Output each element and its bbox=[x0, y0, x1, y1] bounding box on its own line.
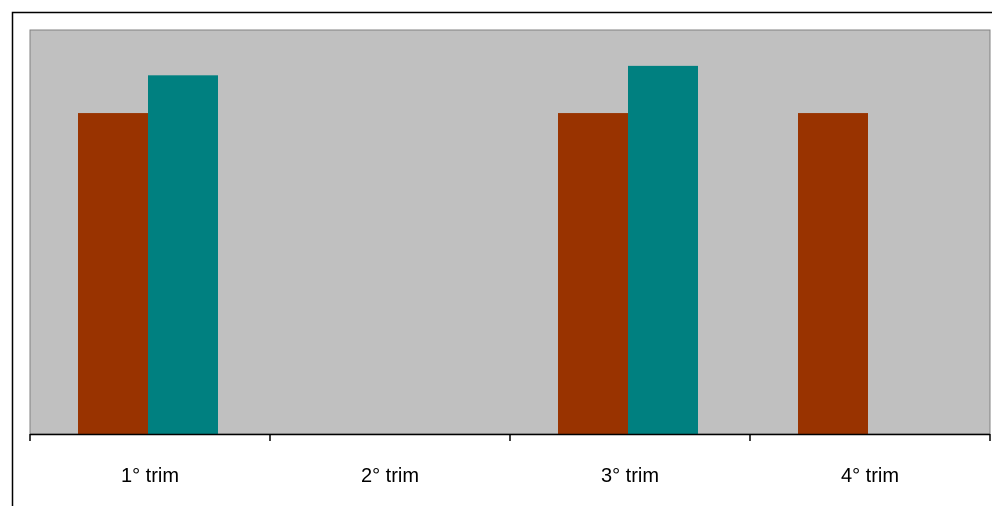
x-tick-label: 4° trim bbox=[841, 465, 899, 487]
bars-layer bbox=[78, 65, 868, 435]
bar-series-1-category-3 bbox=[558, 113, 628, 434]
bar-series-1-category-4 bbox=[798, 113, 868, 434]
x-tick-label: 2° trim bbox=[361, 465, 419, 487]
x-ticks-layer bbox=[29, 434, 991, 441]
bar-series-2-category-3 bbox=[628, 65, 698, 435]
bar-series-1-category-1 bbox=[78, 113, 148, 434]
x-tick-label: 3° trim bbox=[601, 465, 659, 487]
bar-series-2-category-1 bbox=[148, 75, 218, 434]
x-tick-label: 1° trim bbox=[121, 465, 179, 487]
x-tick-labels-layer: 1° trim 2° trim 3° trim 4° trim bbox=[121, 465, 899, 487]
